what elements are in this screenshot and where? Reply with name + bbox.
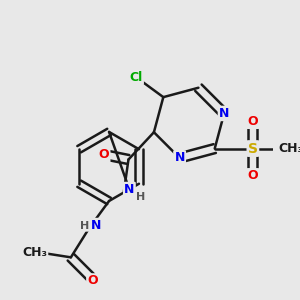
Text: S: S [248, 142, 258, 155]
Text: CH₃: CH₃ [22, 246, 47, 259]
Text: O: O [248, 115, 258, 128]
Text: N: N [91, 219, 101, 232]
Text: H: H [80, 220, 89, 230]
Text: H: H [136, 192, 145, 202]
Text: CH₃: CH₃ [279, 142, 300, 155]
Text: N: N [174, 152, 185, 164]
Text: O: O [87, 274, 98, 287]
Text: N: N [219, 107, 229, 120]
Text: Cl: Cl [129, 70, 143, 84]
Text: N: N [124, 183, 135, 196]
Text: O: O [248, 169, 258, 182]
Text: O: O [99, 148, 109, 161]
